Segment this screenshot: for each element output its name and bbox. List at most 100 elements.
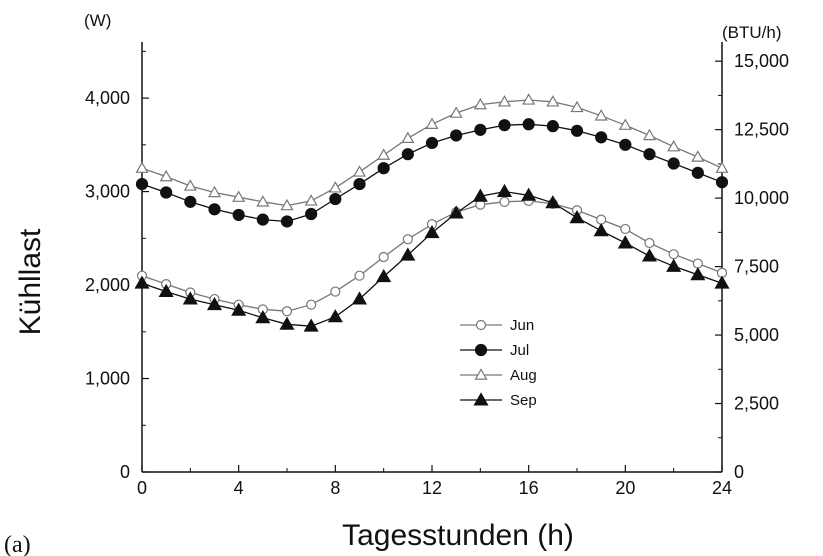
legend-item-jun: Jun <box>460 317 534 334</box>
data-point <box>449 106 463 118</box>
data-point <box>448 205 464 219</box>
data-point <box>569 210 585 224</box>
left-axis-unit: (W) <box>84 11 111 30</box>
right-y-tick-label: 7,500 <box>734 257 779 277</box>
series-jun <box>136 195 728 317</box>
data-point <box>158 283 174 298</box>
data-point <box>714 275 730 289</box>
data-point <box>159 169 173 182</box>
data-point <box>715 161 729 173</box>
data-point <box>135 161 149 173</box>
data-point <box>402 234 413 245</box>
data-point <box>666 258 682 272</box>
right-y-tick-label: 15,000 <box>734 51 789 71</box>
data-point <box>642 128 657 141</box>
legend-item-aug: Aug <box>460 367 537 384</box>
x-axis-title: Tagesstunden (h) <box>342 519 574 552</box>
data-point <box>206 296 223 311</box>
data-point <box>691 166 704 179</box>
legend: Jun Jul Aug Sep <box>460 317 537 409</box>
data-point <box>425 136 439 150</box>
legend-item-jul: Jul <box>460 342 529 359</box>
data-point <box>401 148 414 161</box>
data-point <box>715 176 729 189</box>
data-point <box>281 306 293 317</box>
data-point <box>546 120 559 133</box>
data-point <box>545 195 561 209</box>
data-point <box>306 299 317 310</box>
y-tick-label: 0 <box>120 462 130 482</box>
data-point <box>354 270 365 281</box>
y-tick-label: 3,000 <box>85 182 130 202</box>
x-tick-label: 12 <box>422 478 442 498</box>
data-point <box>328 181 342 193</box>
series-line-sep <box>141 190 723 327</box>
data-point <box>521 187 537 201</box>
data-point <box>499 196 510 207</box>
data-point <box>668 249 679 260</box>
data-point <box>522 93 536 105</box>
data-point <box>618 118 632 130</box>
right-axis-unit: (BTU/h) <box>722 23 782 42</box>
right-y-tick-label: 12,500 <box>734 120 789 140</box>
data-point <box>305 207 318 221</box>
data-point <box>425 117 439 129</box>
data-point <box>595 131 608 144</box>
data-point <box>280 215 294 228</box>
legend-item-sep: Sep <box>460 392 537 409</box>
x-tick-label: 4 <box>234 478 244 498</box>
x-tick-label: 8 <box>330 478 340 498</box>
legend-label: Jun <box>510 317 534 334</box>
data-point <box>377 148 391 160</box>
data-point <box>256 195 270 207</box>
plot-frame <box>141 42 723 473</box>
data-point <box>232 190 246 202</box>
legend-swatch-marker <box>475 319 487 331</box>
data-point <box>593 223 609 237</box>
data-point <box>401 131 415 144</box>
legend-swatch-marker <box>474 368 488 380</box>
data-point <box>208 203 221 216</box>
right-y-tick-label: 10,000 <box>734 188 789 208</box>
data-point <box>643 148 656 161</box>
data-point <box>522 118 535 131</box>
data-point <box>353 177 366 191</box>
data-point <box>134 275 150 289</box>
data-point <box>279 316 295 330</box>
data-point <box>667 139 681 152</box>
data-point <box>378 251 389 263</box>
series-jul <box>135 118 729 228</box>
right-y-tick-label: 0 <box>734 462 744 482</box>
data-point <box>256 213 269 226</box>
data-point <box>304 194 318 206</box>
data-point <box>450 129 463 142</box>
right-y-tick-label: 5,000 <box>734 325 779 345</box>
data-point <box>619 138 632 151</box>
data-point <box>594 109 608 121</box>
x-tick-label: 16 <box>519 478 539 498</box>
data-point <box>377 162 390 175</box>
data-point <box>303 318 319 332</box>
data-point <box>231 302 247 316</box>
data-point <box>183 179 197 191</box>
x-tick-label: 20 <box>615 478 635 498</box>
data-point <box>474 123 487 136</box>
data-point <box>498 119 511 132</box>
data-point <box>596 214 607 225</box>
legend-swatch-marker <box>473 392 489 406</box>
legend-label: Jul <box>510 342 529 359</box>
data-point <box>330 286 341 297</box>
data-point <box>667 157 680 170</box>
axes: 0 4 8 12 16 20 2401,0002,0003,0004,00002,5005,… <box>85 50 789 498</box>
series-layer <box>134 93 730 332</box>
data-point <box>280 198 294 211</box>
data-point <box>376 268 392 283</box>
legend-swatch-marker <box>474 343 488 357</box>
x-tick-label: 24 <box>712 478 732 498</box>
data-point <box>546 95 560 107</box>
data-point <box>351 291 368 305</box>
data-point <box>352 165 367 177</box>
data-point <box>570 124 584 137</box>
data-point <box>255 310 271 324</box>
